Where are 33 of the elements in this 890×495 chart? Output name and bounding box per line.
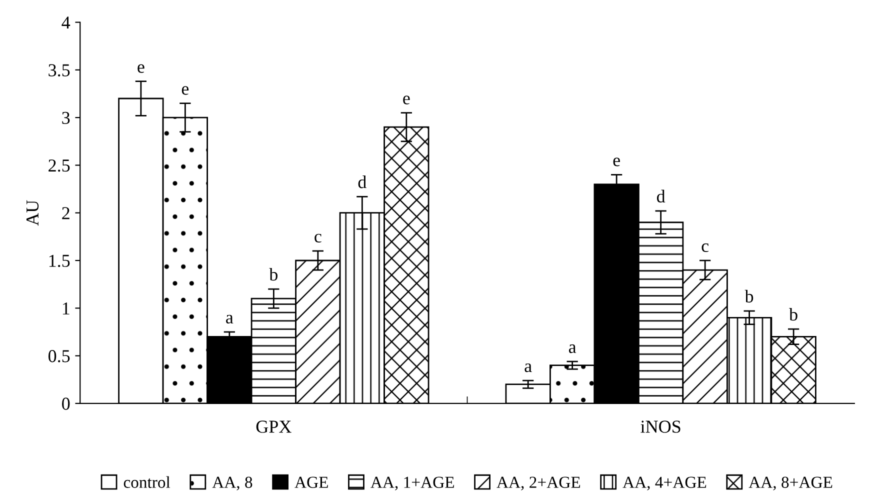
x-tick-label: GPX bbox=[256, 420, 292, 433]
y-tick-label: 1 bbox=[62, 302, 70, 314]
y-tick-label: 4 bbox=[62, 16, 70, 29]
legend-label: AA, 4+AGE bbox=[622, 476, 706, 490]
data-label: a bbox=[568, 344, 576, 354]
y-axis-title: AU bbox=[26, 200, 39, 226]
legend-label: AA, 1+AGE bbox=[370, 476, 454, 490]
data-label: e bbox=[182, 86, 189, 95]
data-label: c bbox=[702, 243, 709, 252]
legend-label: AA, 8+AGE bbox=[748, 476, 832, 490]
data-label: a bbox=[524, 363, 532, 372]
data-label: c bbox=[314, 234, 322, 243]
data-label: d bbox=[656, 190, 666, 203]
legend-label: AA, 8 bbox=[212, 476, 252, 490]
data-label: e bbox=[613, 158, 620, 166]
y-tick-label: 3 bbox=[62, 112, 70, 124]
data-label: d bbox=[358, 176, 366, 188]
y-tick-label: 0 bbox=[62, 398, 70, 410]
data-label: e bbox=[138, 64, 144, 73]
y-tick-label: 3.5 bbox=[48, 64, 70, 76]
legend-label: control bbox=[124, 476, 170, 488]
data-label: b bbox=[269, 268, 278, 281]
data-label: a bbox=[226, 314, 234, 324]
legend-label: AGE bbox=[294, 476, 328, 488]
legend-label: AA, 2+AGE bbox=[496, 476, 580, 490]
data-label: e bbox=[403, 96, 410, 104]
y-tick-label: 2 bbox=[62, 207, 70, 220]
y-tick-label: 2.5 bbox=[48, 160, 70, 172]
data-label: b bbox=[789, 308, 798, 321]
x-tick-label: iNOS bbox=[640, 420, 680, 433]
y-tick-label: 0.5 bbox=[48, 350, 70, 362]
y-tick-label: 1.5 bbox=[49, 254, 70, 268]
data-label: b bbox=[744, 290, 754, 303]
